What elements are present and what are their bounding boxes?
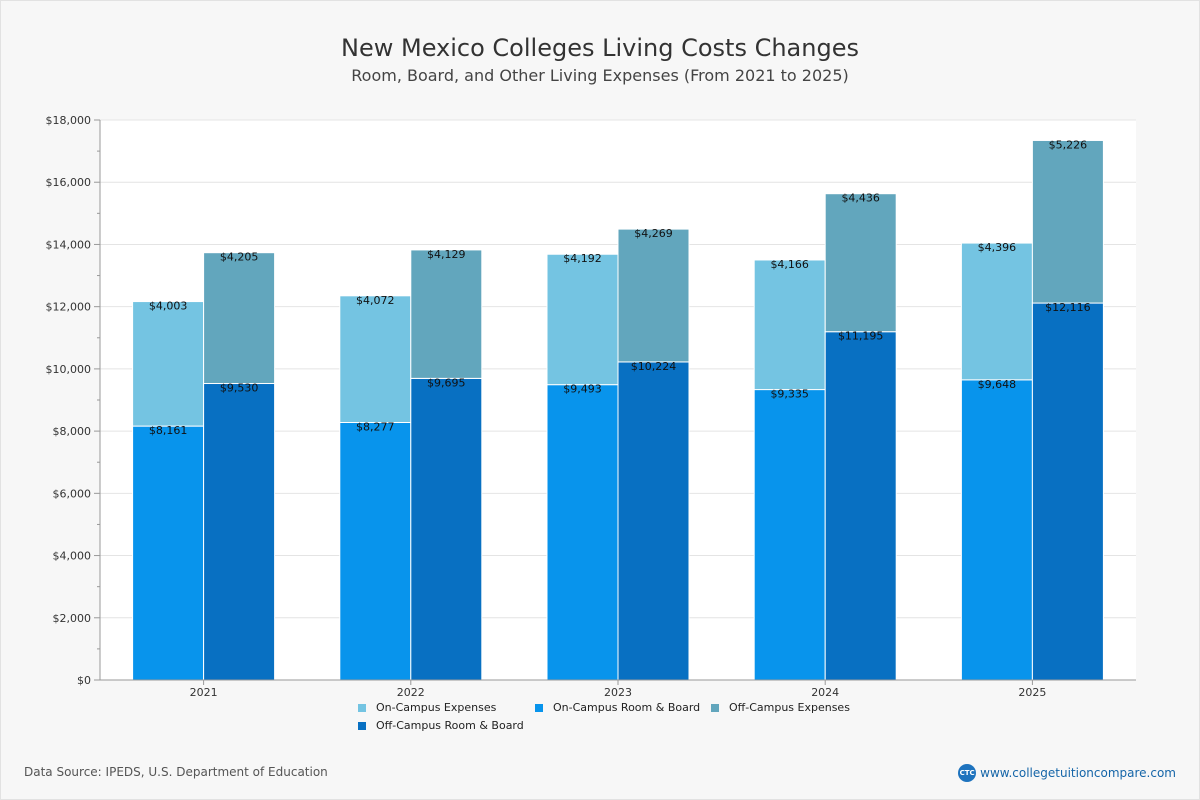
bar-segment [824,193,897,333]
data-label: $4,166 [770,258,809,271]
legend-label: Off-Campus Room & Board [376,719,524,732]
data-label: $9,493 [563,383,602,396]
legend-label: Off-Campus Expenses [729,701,850,714]
data-label: $11,195 [838,330,884,343]
legend-item-on-campus-expenses[interactable]: On-Campus Expenses [358,701,496,714]
data-label: $9,335 [770,388,809,401]
legend-item-off-campus-expenses[interactable]: Off-Campus Expenses [711,701,850,714]
y-tick-label: $10,000 [46,363,92,376]
bar-segment [753,389,826,681]
data-label: $8,277 [356,420,395,433]
legend-label: On-Campus Room & Board [553,701,701,714]
y-tick-label: $6,000 [53,487,92,500]
y-tick-label: $8,000 [53,425,92,438]
data-label: $4,396 [978,241,1017,254]
legend-label: On-Campus Expenses [376,701,497,714]
bar-segment [339,421,412,681]
legend-swatch-off-campus-expenses [711,703,719,712]
bar-segment [546,384,619,681]
data-label: $4,129 [427,248,466,261]
data-source-note: Data Source: IPEDS, U.S. Department of E… [24,765,328,779]
data-label: $9,695 [427,376,466,389]
bar-segment [410,377,483,681]
bar-layer [132,139,1104,681]
y-tick-label: $12,000 [46,301,92,314]
x-tick-label: 2024 [811,686,839,699]
y-tick-label: $2,000 [53,612,92,625]
legend-swatch-off-campus-room-board [358,721,366,730]
data-label: $8,161 [149,424,188,437]
bar-segment [410,249,483,379]
legend-item-on-campus-room-board[interactable]: On-Campus Room & Board [535,701,700,714]
data-label: $4,072 [356,294,395,307]
axis-layer: $0 $2,000 $4,000 $6,000 $8,000 $10,000 $12,000… [46,114,1136,699]
data-label: $4,436 [841,192,880,205]
bar-segment [132,301,205,427]
chart-title: New Mexico Colleges Living Costs Changes [341,34,859,62]
y-tick-label: $18,000 [46,114,92,127]
x-tick-label: 2021 [190,686,218,699]
bar-segment [824,331,897,681]
data-label: $9,530 [220,382,259,395]
y-tick-label: $16,000 [46,176,92,189]
bar-segment [132,425,205,681]
data-label: $4,003 [149,300,188,313]
chart-subtitle: Room, Board, and Other Living Expenses (… [351,66,849,85]
bar-segment [1031,139,1104,304]
data-label: $12,116 [1045,301,1091,314]
x-tick-label: 2023 [604,686,632,699]
bar-segment [617,361,690,681]
bar-segment [203,383,276,681]
bar-segment [1031,302,1104,681]
bar-segment [960,379,1033,681]
data-label: $4,192 [563,252,602,265]
y-tick-label: $4,000 [53,550,92,563]
x-tick-label: 2025 [1018,686,1046,699]
data-label: $10,224 [631,360,677,373]
bar-segment [960,242,1033,381]
data-label: $5,226 [1049,138,1088,151]
data-label: $4,269 [634,227,673,240]
bar-segment [546,253,619,386]
site-link[interactable]: CTC www.collegetuitioncompare.com [958,764,1176,782]
bar-segment [753,259,826,391]
data-label: $9,648 [978,378,1017,391]
bar-segment [617,228,690,363]
label-layer: $8,161 $4,003 $9,530 $4,205 $8,277 $4,072 $9,6… [149,138,1091,437]
x-tick-label: 2022 [397,686,425,699]
data-label: $4,205 [220,251,259,264]
y-tick-label: $14,000 [46,238,92,251]
legend-item-off-campus-room-board[interactable]: Off-Campus Room & Board [358,719,524,732]
ctc-logo-icon: CTC [958,764,977,782]
legend-swatch-on-campus-room-board [535,703,543,712]
legend-swatch-on-campus-expenses [358,703,366,712]
bar-segment [339,295,412,423]
y-tick-label: $0 [77,674,91,687]
bar-segment [203,252,276,385]
site-url: www.collegetuitioncompare.com [980,766,1176,780]
